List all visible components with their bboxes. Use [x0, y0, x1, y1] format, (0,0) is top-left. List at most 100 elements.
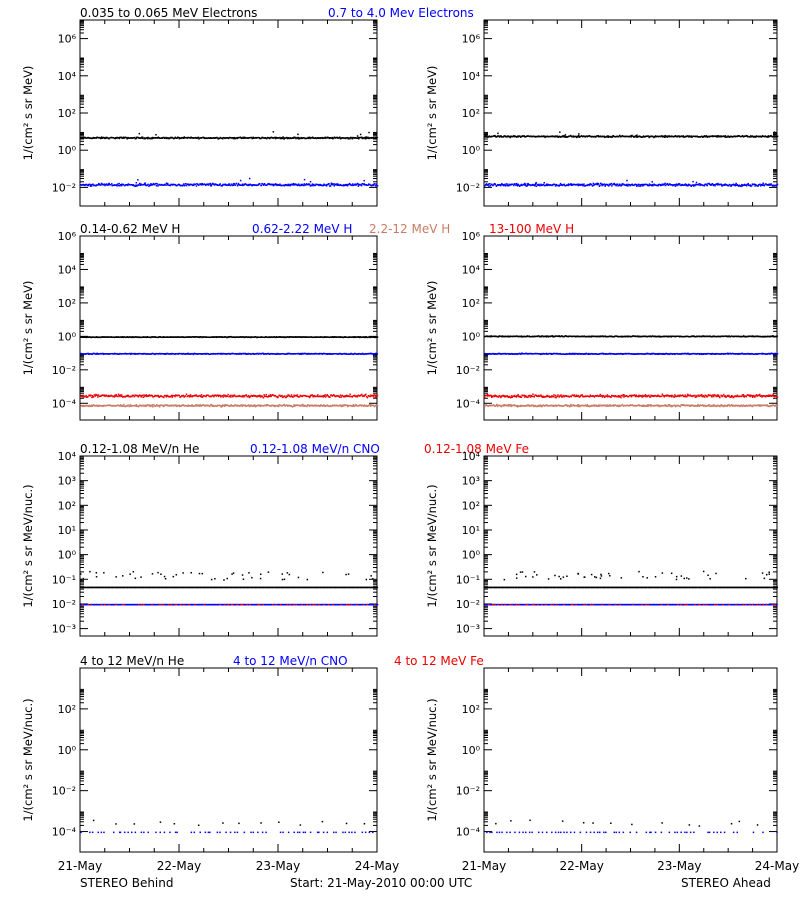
data-point: [114, 137, 117, 139]
data-point: [236, 185, 239, 187]
data-point: [168, 395, 170, 398]
data-point: [274, 137, 277, 140]
data-point: [620, 352, 622, 355]
data-point: [375, 352, 378, 355]
data-point: [658, 183, 660, 186]
data-point: [257, 184, 259, 186]
data-point: [524, 395, 526, 397]
data-point: [181, 185, 184, 187]
data-point: [306, 336, 309, 338]
data-point: [217, 336, 219, 338]
data-point: [695, 135, 698, 138]
data-point: [295, 394, 297, 397]
data-point: [174, 404, 176, 407]
data-point: [616, 395, 619, 398]
data-point: [100, 184, 102, 186]
panel-frame: [483, 19, 778, 207]
data-point: [126, 336, 129, 338]
data-point: [220, 406, 222, 408]
data-point: [289, 183, 291, 186]
data-point-outlier: [368, 131, 370, 134]
data-point: [549, 135, 551, 138]
data-point: [107, 394, 110, 397]
data-point: [116, 336, 119, 338]
data-point: [325, 353, 327, 355]
data-point: [359, 136, 361, 139]
data-point: [703, 335, 705, 337]
data-point: [592, 182, 595, 185]
data-point: [119, 184, 121, 187]
data-point: [304, 394, 307, 397]
data-point: [715, 335, 717, 338]
data-point: [248, 137, 250, 139]
data-point: [350, 137, 352, 139]
data-point: [603, 183, 606, 185]
data-point: [116, 183, 119, 185]
data-point: [144, 404, 147, 406]
data-point: [641, 335, 643, 338]
data-point: [235, 336, 237, 338]
data-point: [775, 185, 777, 187]
data-point: [488, 353, 490, 355]
data-point: [738, 185, 740, 187]
data-point: [596, 183, 598, 186]
row-title-1-0: 0.14-0.62 MeV H: [80, 222, 180, 236]
data-point: [612, 135, 615, 137]
data-point: [681, 352, 684, 355]
data-point: [364, 336, 366, 338]
data-point: [94, 395, 96, 397]
data-point: [678, 183, 681, 185]
data-point: [359, 183, 361, 186]
data-point: [126, 394, 128, 397]
data-point: [630, 135, 632, 137]
data-point: [293, 404, 295, 406]
data-point: [279, 353, 282, 355]
data-point: [196, 405, 199, 407]
data-point: [489, 185, 492, 187]
data-point: [182, 336, 185, 338]
data-point: [265, 393, 268, 396]
data-point: [511, 396, 513, 398]
data-point: [502, 335, 504, 338]
y-tick-label: 10⁰: [58, 330, 77, 343]
data-point: [166, 137, 168, 140]
data-point: [773, 185, 776, 187]
data-point: [589, 183, 591, 185]
data-point: [146, 137, 149, 140]
data-point: [729, 135, 732, 138]
data-point: [279, 136, 281, 139]
data-point: [336, 404, 339, 407]
data-point: [764, 183, 767, 185]
data-point: [355, 395, 357, 397]
data-point: [749, 136, 751, 138]
data-point: [661, 183, 663, 185]
data-point: [552, 396, 555, 398]
data-point: [253, 395, 255, 397]
data-point: [697, 184, 700, 186]
data-point: [153, 137, 156, 139]
data-point: [139, 137, 141, 139]
data-point: [331, 136, 334, 139]
data-point: [190, 353, 192, 355]
data-point: [95, 394, 98, 397]
data-point-outlier: [692, 180, 694, 183]
data-point: [546, 394, 548, 397]
data-point: [322, 405, 324, 407]
data-point: [201, 405, 203, 407]
data-point: [313, 394, 316, 397]
data-point: [677, 135, 680, 137]
data-point: [696, 135, 698, 137]
data-point: [730, 185, 732, 187]
data-point: [504, 395, 506, 397]
data-point: [200, 395, 202, 398]
data-point: [639, 335, 642, 338]
data-point: [196, 395, 198, 397]
data-point: [300, 137, 303, 140]
data-point: [242, 394, 244, 397]
data-point: [285, 136, 288, 139]
data-point: [294, 183, 296, 185]
data-point: [119, 404, 122, 406]
data-point: [323, 395, 325, 397]
data-point: [666, 135, 668, 137]
data-point: [208, 137, 210, 139]
